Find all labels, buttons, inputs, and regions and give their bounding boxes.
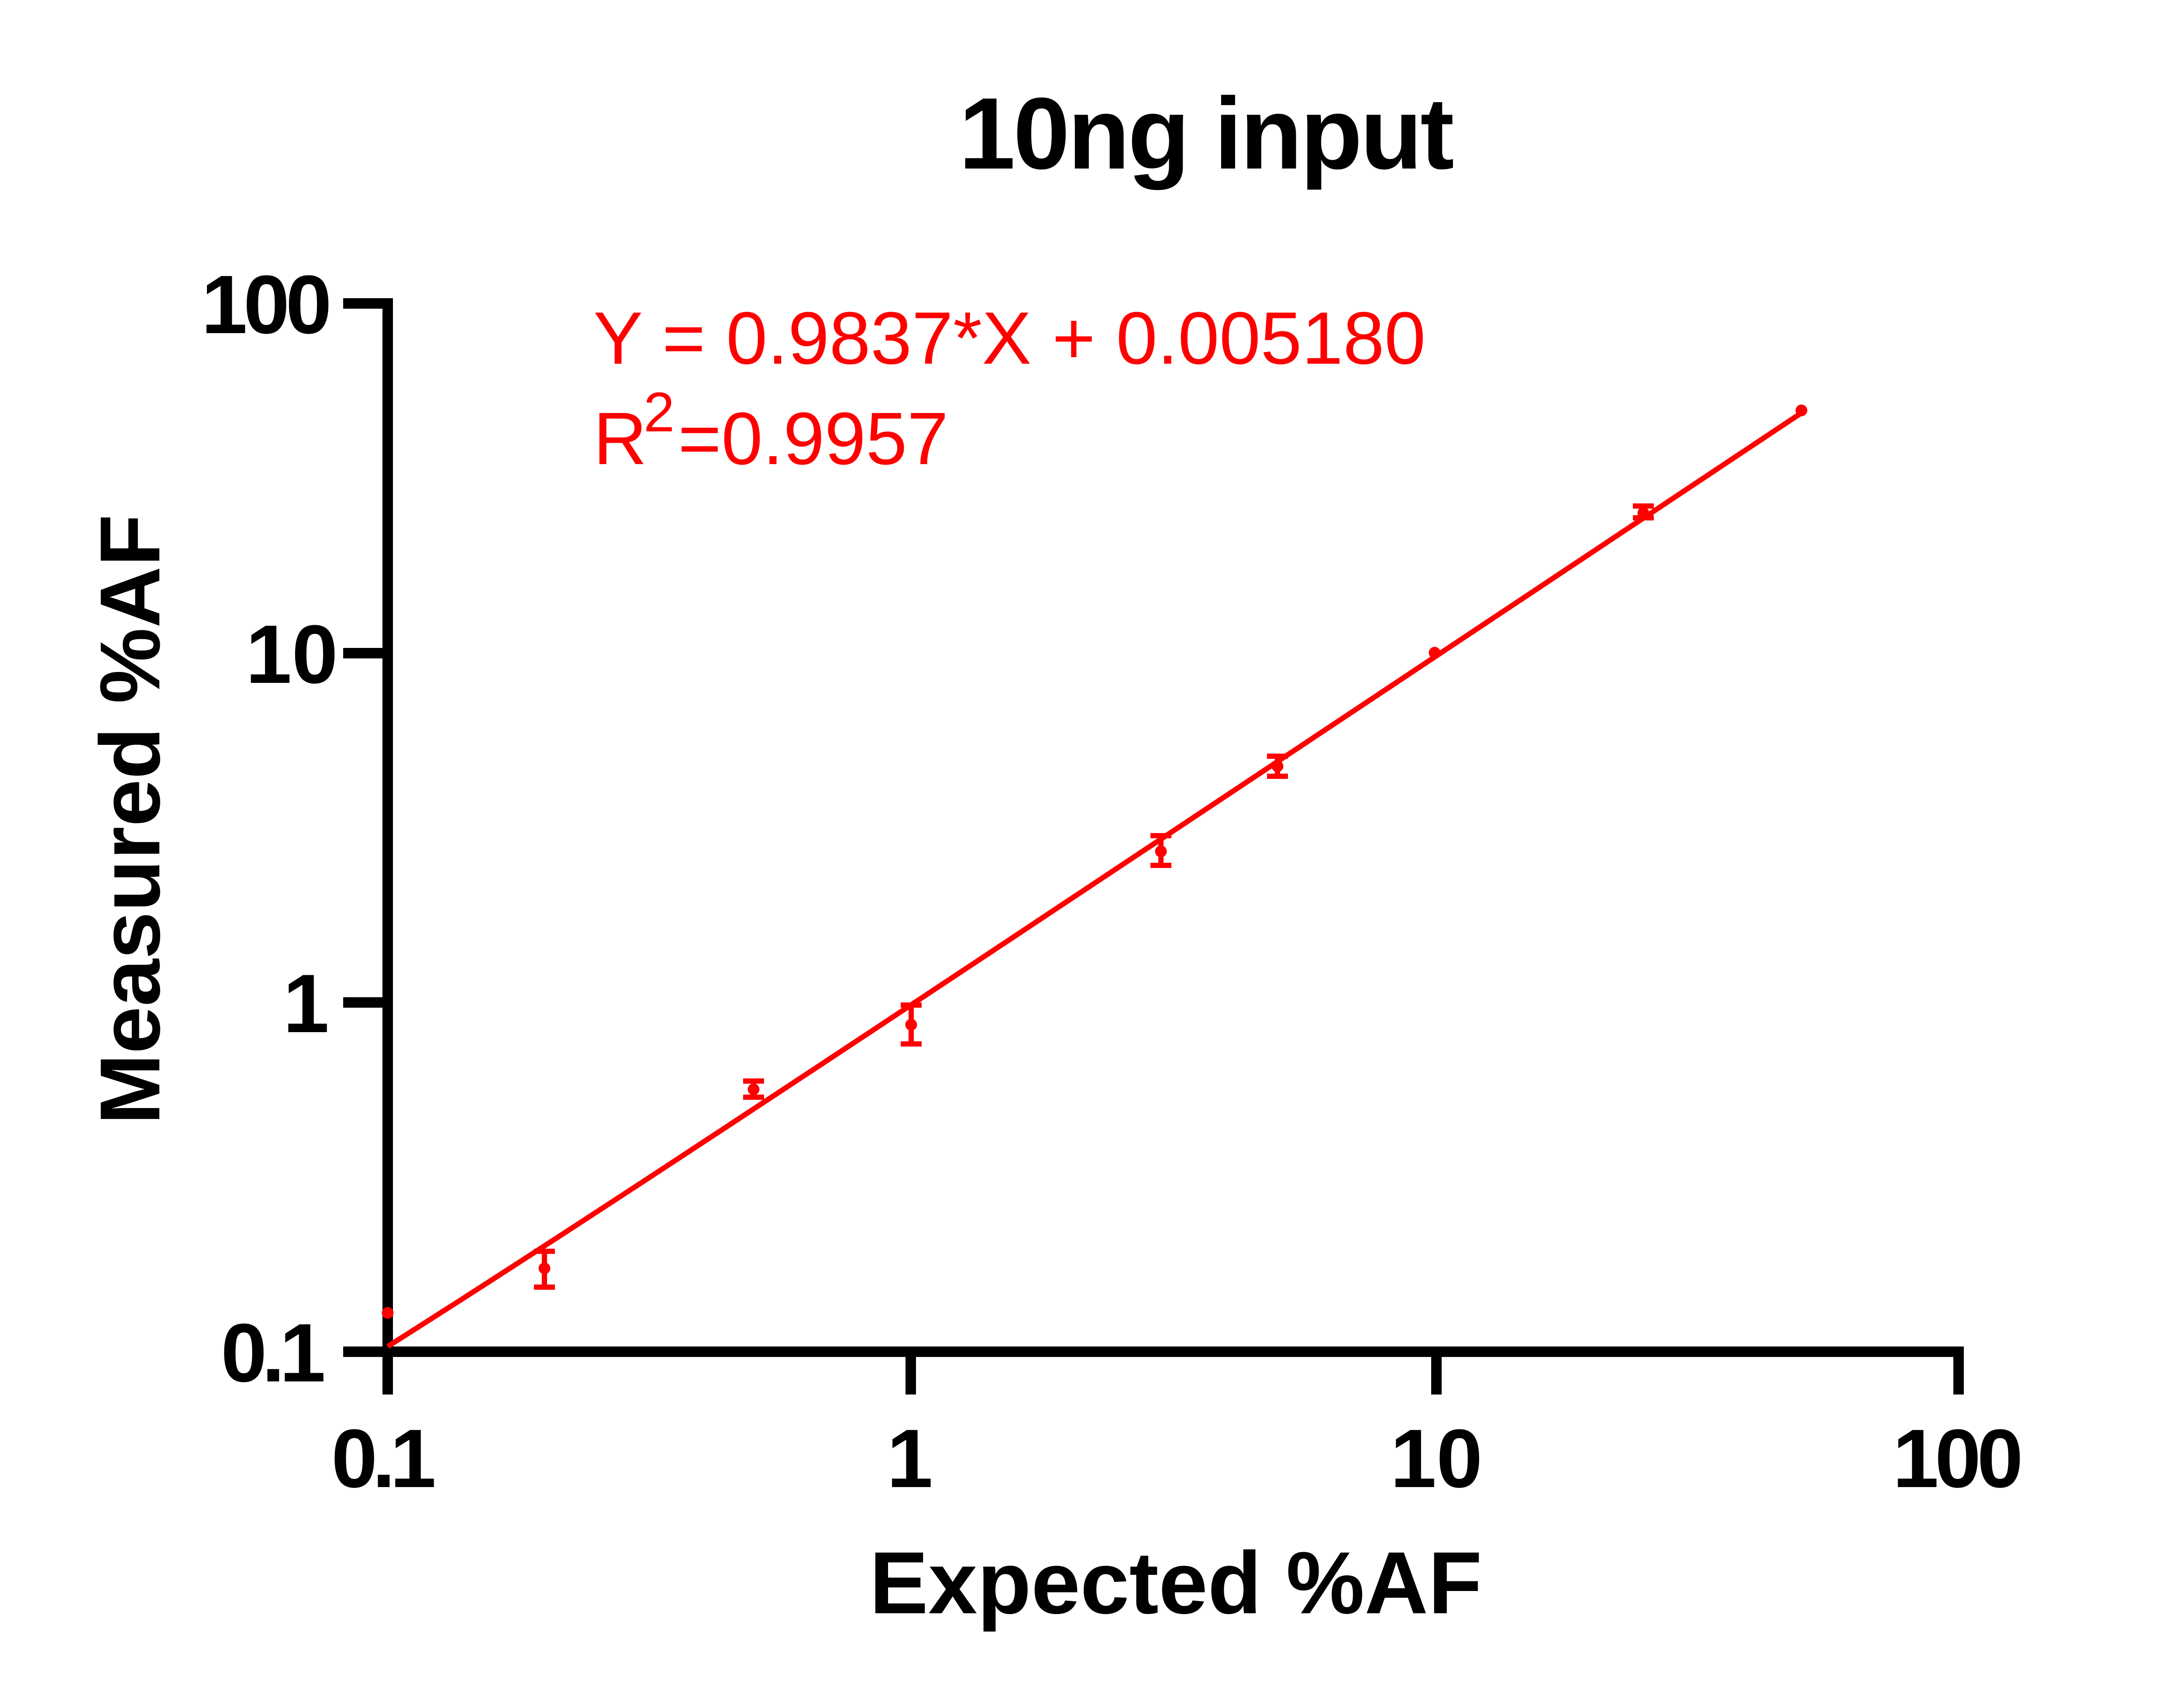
svg-text:1: 1: [283, 957, 329, 1050]
svg-text:R: R: [593, 397, 647, 480]
svg-text:100: 100: [1893, 1412, 2020, 1505]
svg-text:=0.9957: =0.9957: [678, 397, 948, 480]
svg-text:Y = 0.9837*X + 0.005180: Y = 0.9837*X + 0.005180: [593, 297, 1425, 380]
svg-text:10ng input: 10ng input: [959, 77, 1453, 190]
svg-text:Measured %AF: Measured %AF: [83, 514, 178, 1125]
svg-text:10: 10: [246, 608, 338, 701]
svg-text:0.1: 0.1: [331, 1412, 434, 1505]
svg-text:2: 2: [644, 381, 675, 444]
svg-text:100: 100: [201, 258, 328, 351]
svg-text:Expected %AF: Expected %AF: [869, 1533, 1482, 1632]
svg-text:0.1: 0.1: [221, 1307, 324, 1399]
svg-text:1: 1: [887, 1412, 933, 1505]
svg-text:10: 10: [1390, 1412, 1482, 1505]
